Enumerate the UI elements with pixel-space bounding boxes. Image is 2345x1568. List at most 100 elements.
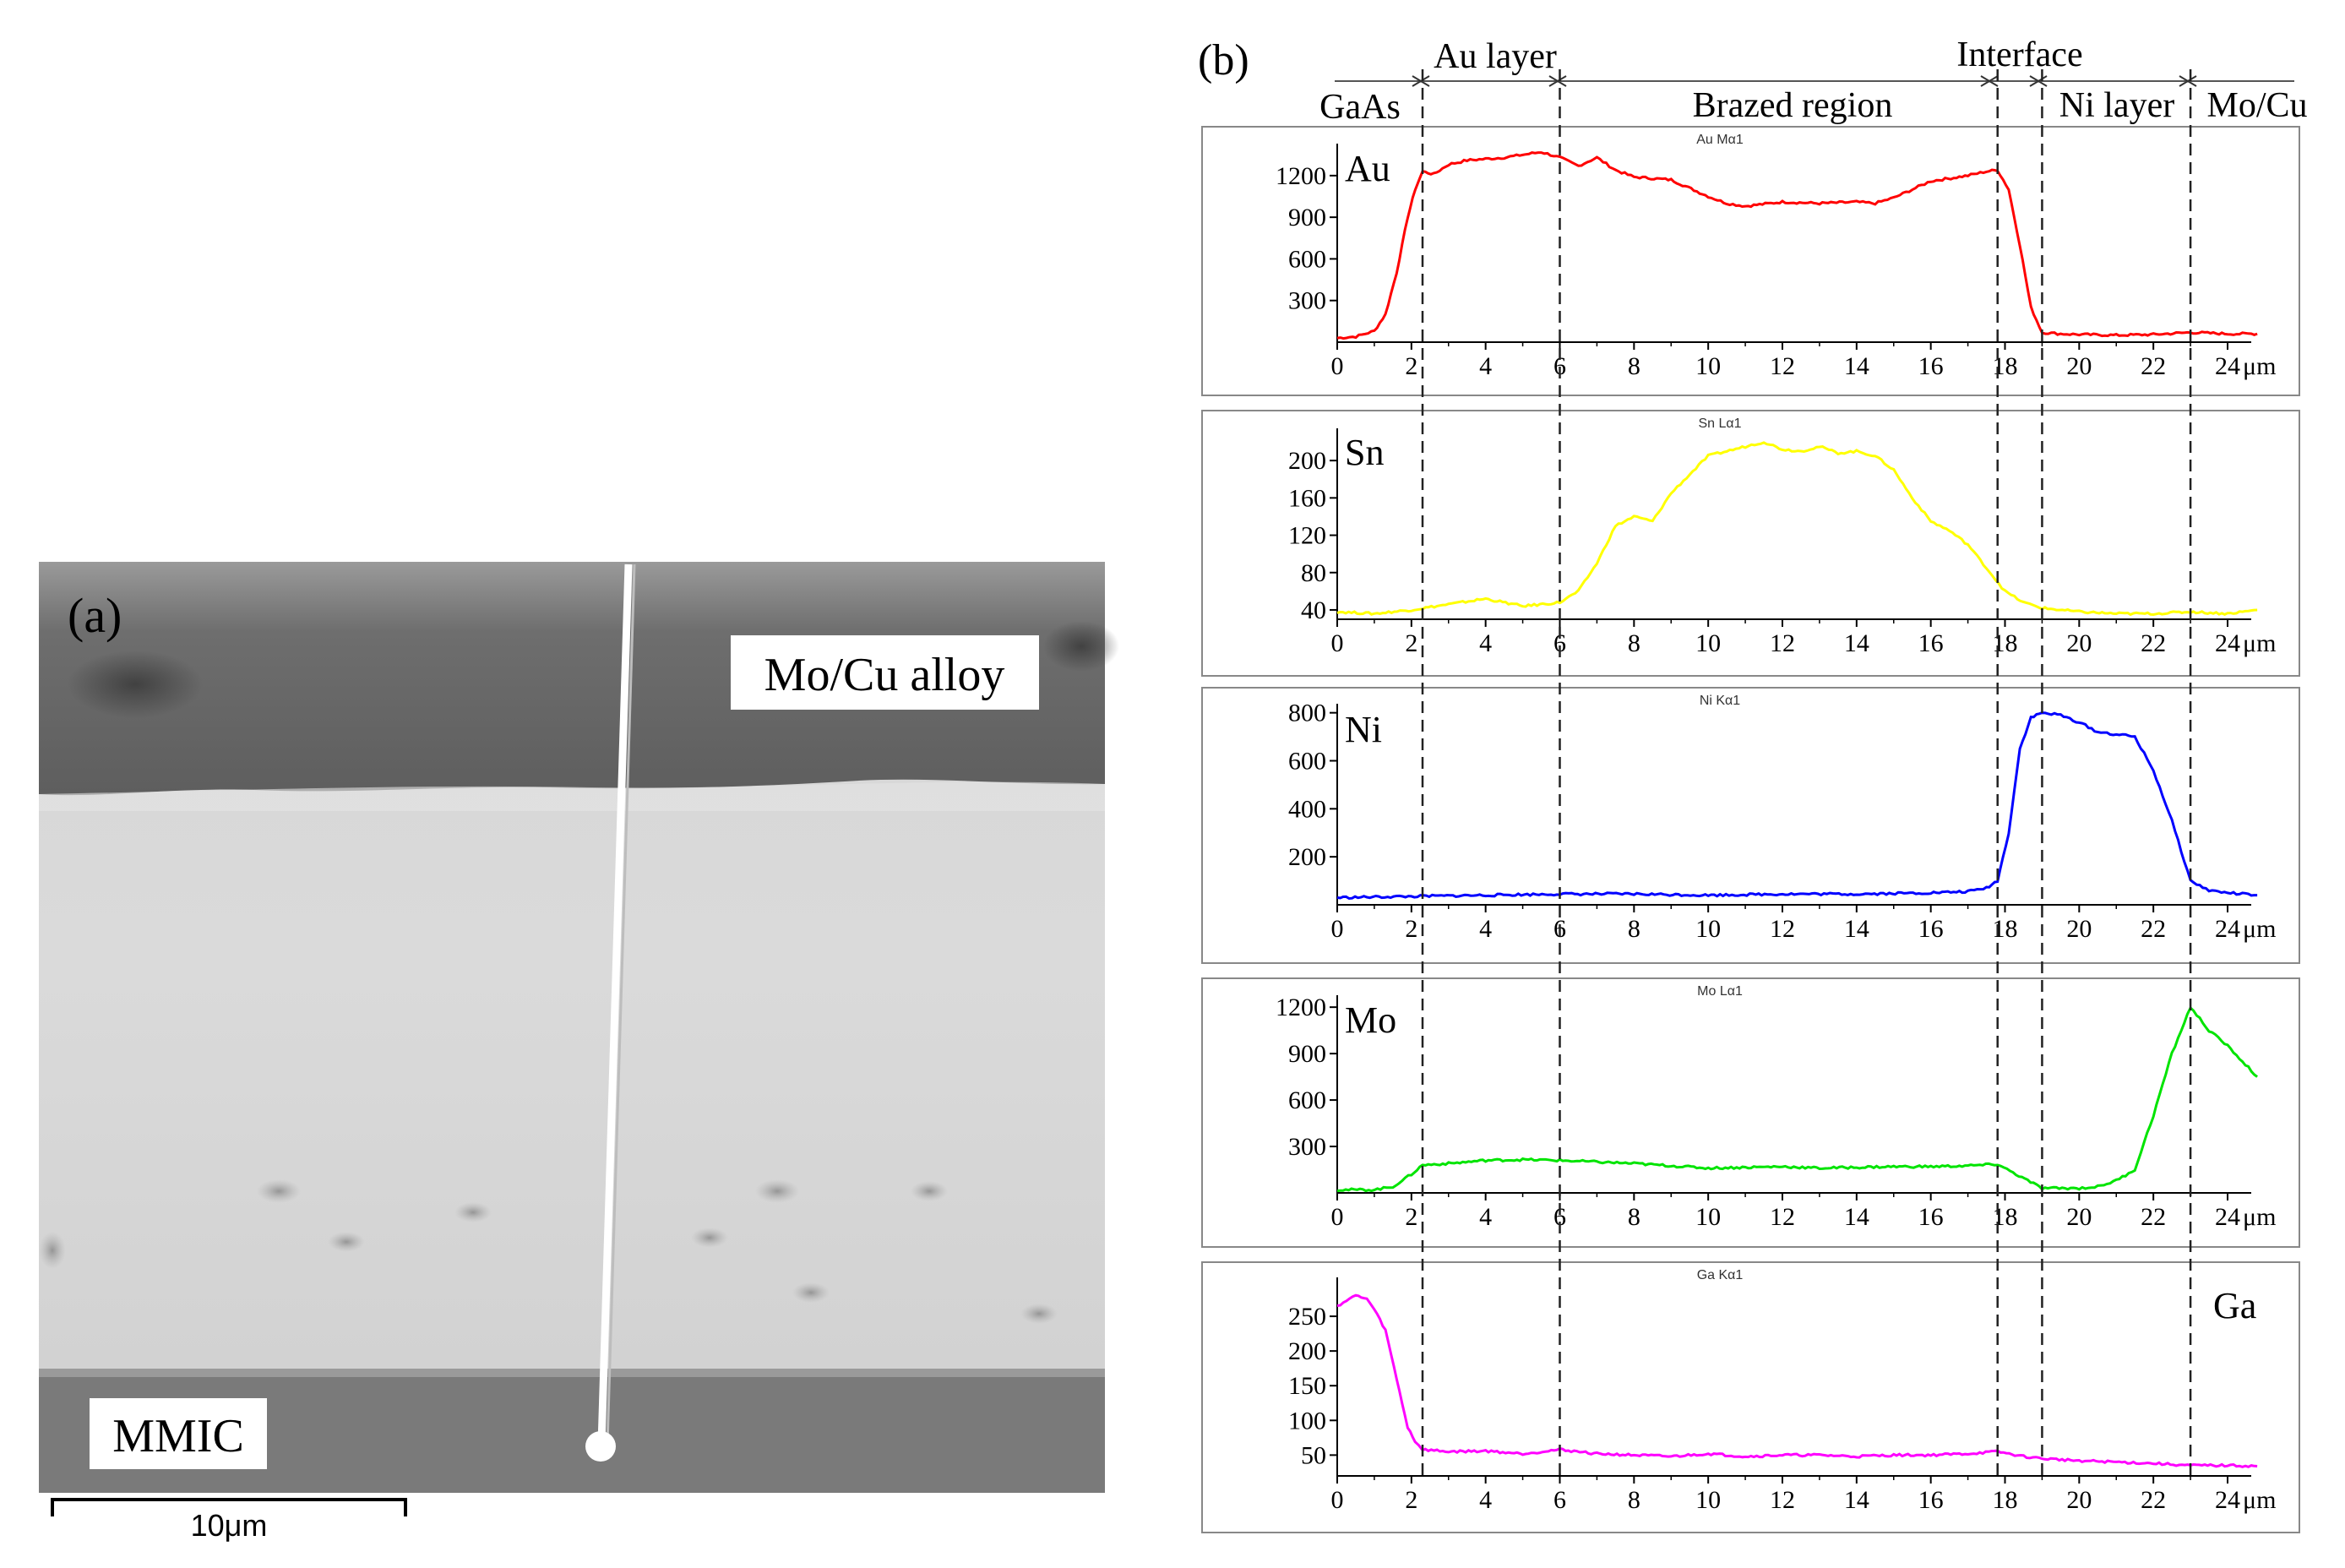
chart-subtitle: Mo Lα1 — [1697, 984, 1743, 999]
x-tick-label: 12 — [1770, 1486, 1795, 1514]
y-tick-label: 40 — [1301, 596, 1326, 624]
x-tick-label: 20 — [2066, 352, 2092, 380]
x-tick-label: 16 — [1918, 629, 1944, 657]
x-tick-label: 2 — [1405, 1486, 1417, 1514]
x-tick-label: 20 — [2066, 1203, 2092, 1231]
y-tick-label: 150 — [1288, 1372, 1326, 1400]
x-tick-label: 8 — [1628, 915, 1640, 943]
x-unit-label: μm — [2243, 352, 2276, 380]
y-tick-label: 160 — [1288, 484, 1326, 512]
scan-endpoint — [585, 1431, 616, 1462]
x-tick-label: 14 — [1844, 1203, 1869, 1231]
element-label: Sn — [1345, 432, 1384, 473]
surface-pit — [328, 1232, 365, 1252]
scan-line — [597, 564, 633, 1446]
region-boundaries — [1421, 69, 2192, 1477]
panel-a-label: (a) — [68, 588, 122, 643]
x-tick-label: 14 — [1844, 1486, 1869, 1514]
series-line-ga — [1336, 1293, 2258, 1468]
scale-bar-label: 10μm — [191, 1508, 268, 1543]
x-tick-label: 2 — [1405, 1203, 1417, 1231]
chart-subtitle: Ga Kα1 — [1697, 1268, 1744, 1282]
x-tick-label: 4 — [1479, 915, 1492, 943]
y-tick-label: 80 — [1301, 559, 1326, 587]
x-tick-label: 22 — [2141, 915, 2166, 943]
series-line-au — [1336, 151, 2258, 340]
x-tick-label: 10 — [1695, 915, 1721, 943]
mo-cu-label: Mo/Cu alloy — [764, 649, 1005, 701]
y-tick-label: 120 — [1288, 522, 1326, 550]
x-tick-label: 22 — [2141, 352, 2166, 380]
y-tick-label: 900 — [1288, 204, 1326, 231]
y-tick-label: 600 — [1288, 748, 1326, 776]
region-header: GaAs Au layer Brazed region Interface Ni… — [1319, 35, 2307, 127]
x-tick-label: 24 — [2215, 352, 2240, 380]
series-line-sn — [1336, 441, 2258, 617]
element-label: Ni — [1345, 709, 1382, 750]
x-tick-label: 0 — [1331, 1203, 1344, 1231]
x-tick-label: 10 — [1695, 352, 1721, 380]
x-unit-label: μm — [2243, 1203, 2276, 1231]
y-tick-label: 900 — [1288, 1040, 1326, 1068]
x-tick-label: 22 — [2141, 629, 2166, 657]
x-tick-label: 6 — [1553, 1203, 1566, 1231]
mo-cu-label-box — [731, 635, 1039, 710]
region-ni-layer: Ni layer — [2059, 86, 2174, 125]
x-unit-label: μm — [2243, 915, 2276, 943]
series-line-mo — [1336, 1005, 2258, 1193]
x-tick-label: 16 — [1918, 915, 1944, 943]
y-tick-label: 1200 — [1276, 994, 1326, 1021]
x-tick-label: 4 — [1479, 629, 1492, 657]
surface-pit — [257, 1179, 301, 1203]
x-tick-label: 14 — [1844, 629, 1869, 657]
x-tick-label: 6 — [1553, 352, 1566, 380]
mmic-label-box — [90, 1398, 267, 1469]
x-tick-label: 10 — [1695, 1486, 1721, 1514]
y-tick-label: 1200 — [1276, 162, 1326, 190]
region-gaas: GaAs — [1319, 88, 1401, 127]
x-tick-label: 10 — [1695, 1203, 1721, 1231]
element-label: Ga — [2213, 1285, 2256, 1326]
x-tick-label: 20 — [2066, 1486, 2092, 1514]
chart-frame — [1201, 977, 2300, 1248]
x-tick-label: 4 — [1479, 1203, 1492, 1231]
scan-line-shadow — [606, 564, 636, 1446]
x-tick-label: 12 — [1770, 629, 1795, 657]
x-tick-label: 20 — [2066, 915, 2092, 943]
chart-ni: 024681012141618202224μm200400600800Ni Kα… — [1201, 687, 2300, 964]
x-tick-label: 12 — [1770, 1203, 1795, 1231]
series-line-ni — [1336, 711, 2258, 901]
x-tick-label: 24 — [2215, 915, 2240, 943]
chart-subtitle: Sn Lα1 — [1698, 416, 1741, 431]
surface-pit — [1020, 1304, 1058, 1324]
x-tick-label: 8 — [1628, 629, 1640, 657]
x-tick-label: 22 — [2141, 1486, 2166, 1514]
surface-pit — [755, 1179, 799, 1203]
y-tick-label: 200 — [1288, 843, 1326, 871]
x-tick-label: 4 — [1479, 352, 1492, 380]
x-tick-label: 18 — [1993, 915, 2018, 943]
chart-subtitle: Ni Kα1 — [1700, 694, 1740, 708]
chart-subtitle: Au Mα1 — [1696, 133, 1744, 147]
x-tick-label: 18 — [1993, 629, 2018, 657]
dark-spot — [68, 651, 203, 718]
y-tick-label: 300 — [1288, 287, 1326, 315]
x-tick-label: 16 — [1918, 1203, 1944, 1231]
x-tick-label: 24 — [2215, 1203, 2240, 1231]
x-tick-label: 10 — [1695, 629, 1721, 657]
surface-pit — [454, 1202, 492, 1222]
y-tick-label: 200 — [1288, 1337, 1326, 1365]
x-tick-label: 4 — [1479, 1486, 1492, 1514]
x-tick-label: 22 — [2141, 1203, 2166, 1231]
x-tick-label: 0 — [1331, 629, 1344, 657]
interface-sheen — [39, 781, 1105, 811]
scale-bar: 10μm — [51, 1498, 407, 1543]
y-tick-label: 800 — [1288, 700, 1326, 727]
chart-ga: 0 2 4 6 8 10 12 14 16 18 20 22 24 μm50100150200250Ga … — [1201, 1261, 2300, 1533]
x-tick-label: 8 — [1628, 1203, 1640, 1231]
x-tick-label: 8 — [1628, 1486, 1640, 1514]
mmic-edge — [39, 1369, 1105, 1377]
x-tick-label: 6 — [1553, 629, 1566, 657]
